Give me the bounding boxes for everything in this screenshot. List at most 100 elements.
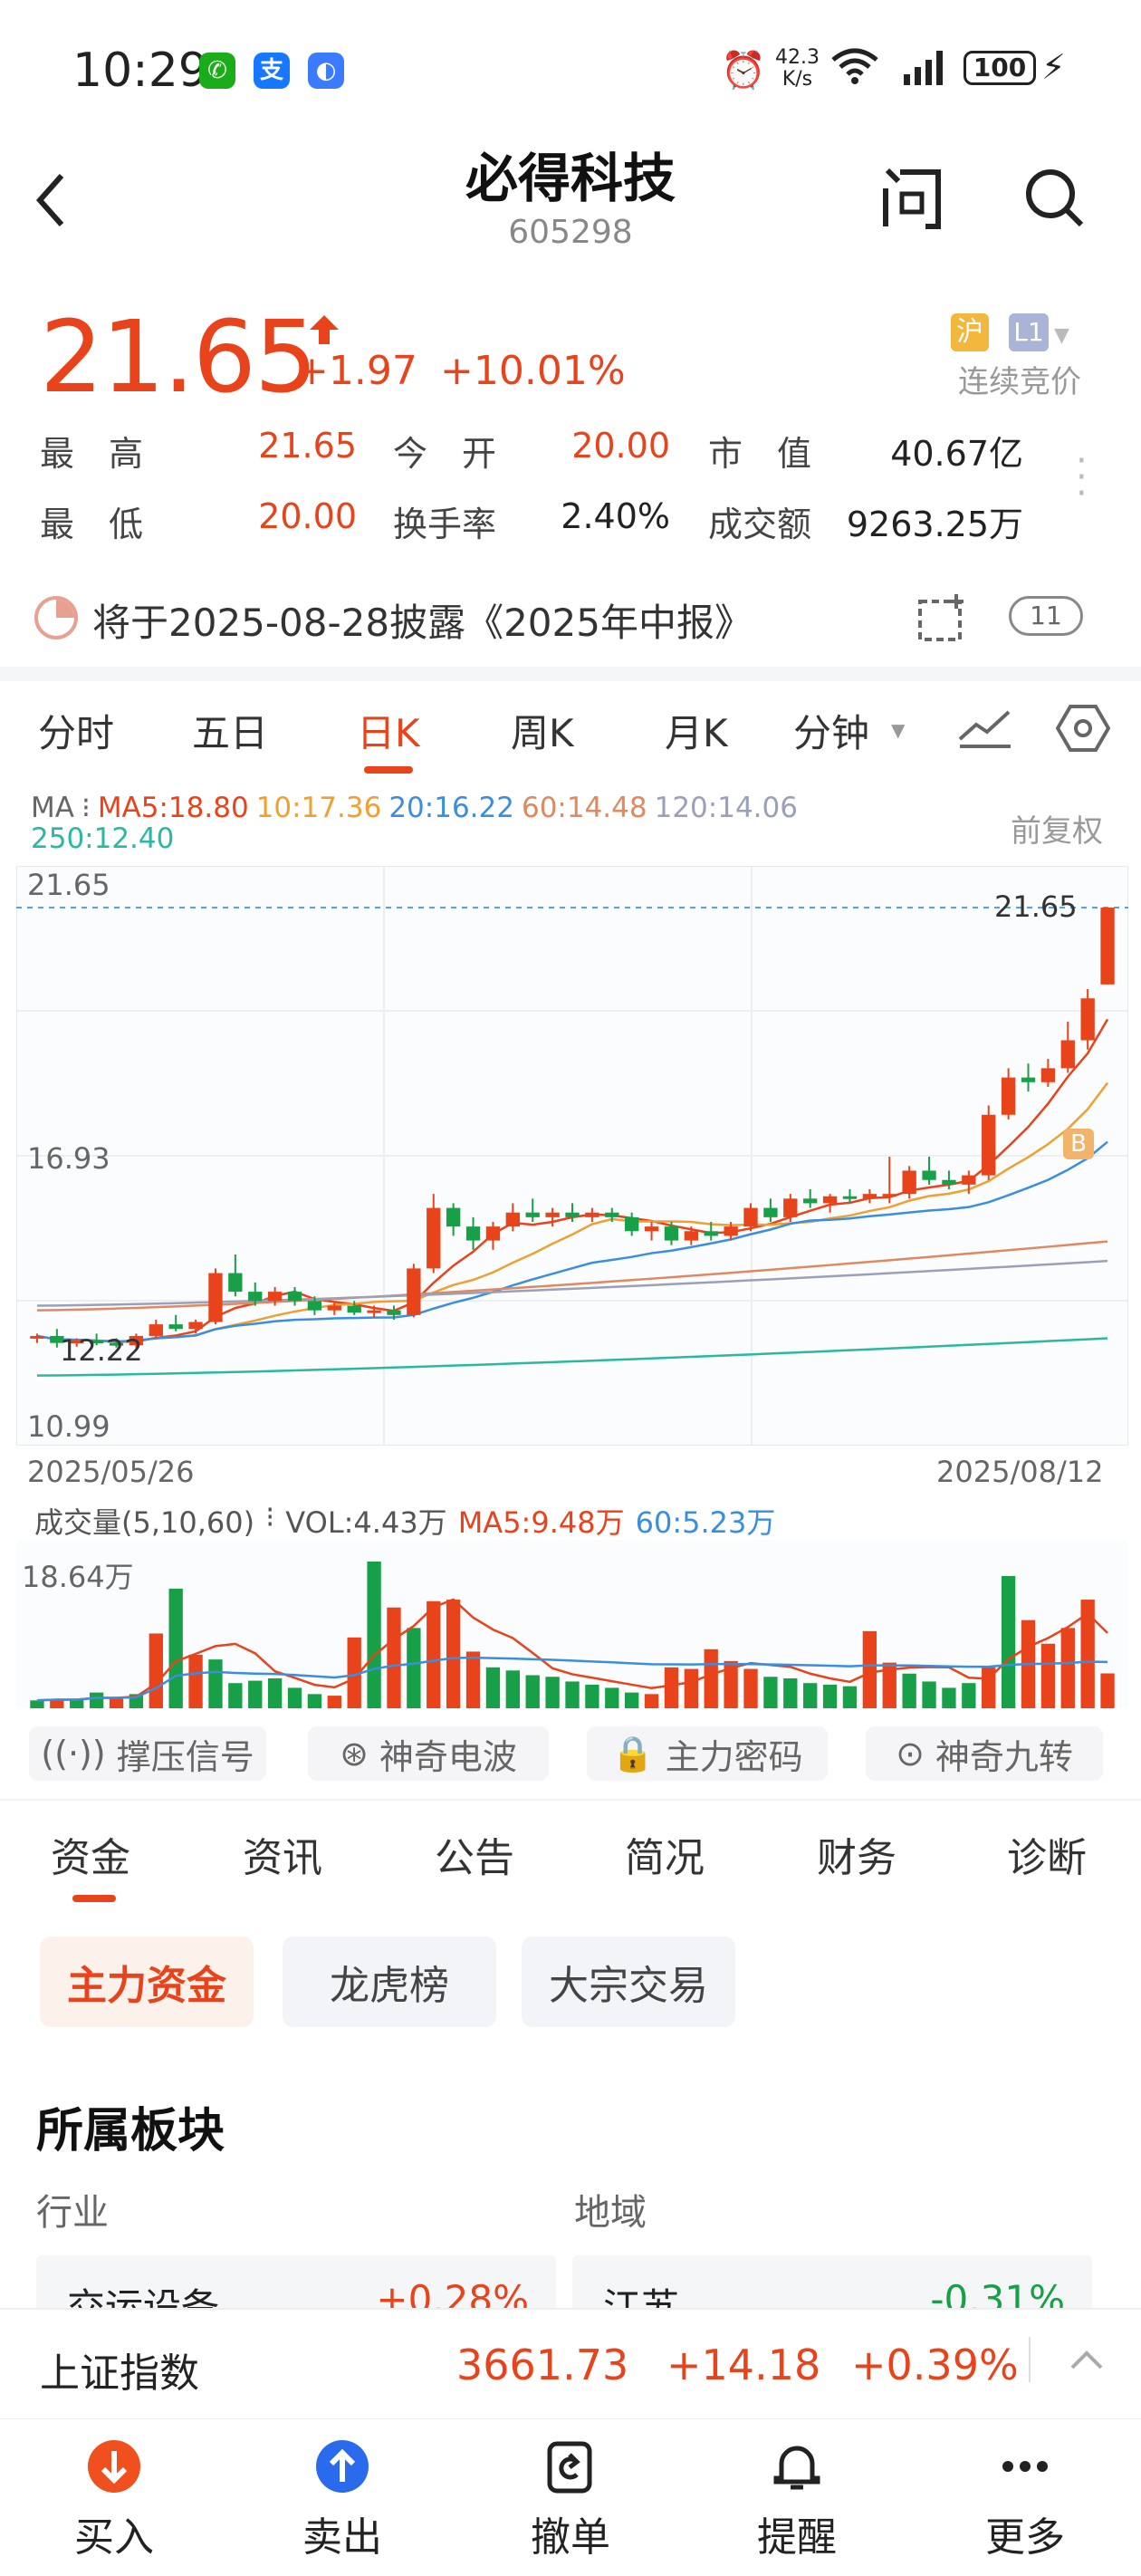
candle — [1001, 1077, 1016, 1115]
candle — [407, 1268, 421, 1315]
candle — [644, 1226, 659, 1232]
hexagon-settings-icon[interactable] — [1056, 703, 1110, 754]
adjust-mode-button[interactable]: 前复权 — [1011, 813, 1103, 850]
candle — [1040, 1068, 1056, 1082]
candle — [763, 1207, 778, 1217]
candle — [188, 1322, 203, 1330]
bell-icon — [768, 2437, 826, 2495]
chevron-down-icon[interactable]: ▼ — [891, 719, 906, 741]
tab-announcements[interactable]: 公告 — [435, 1835, 514, 1881]
candle — [585, 1212, 599, 1217]
support-resistance-signal-button[interactable]: ((·)) 撑压信号 — [29, 1726, 266, 1781]
dragon-tiger-list-pill[interactable]: 龙虎榜 — [283, 1937, 496, 2027]
volume-bar — [803, 1683, 818, 1708]
wave-icon: ⊛ — [340, 1734, 369, 1773]
level-badge[interactable]: L1 — [1009, 313, 1049, 351]
app-notification-icon: ◐ — [308, 53, 344, 89]
ma-item: MA5:18.80 — [97, 792, 249, 824]
date-start: 2025/05/26 — [27, 1455, 195, 1489]
wechat-icon: ✆ — [199, 53, 235, 89]
volume-bar — [545, 1677, 560, 1708]
tab-daily-k[interactable]: 日K — [357, 711, 420, 755]
quote-value: 20.00 — [258, 496, 357, 536]
ma-item: 250:12.40 — [31, 822, 175, 855]
magic-nine-turns-button[interactable]: ⊙ 神奇九转 — [866, 1726, 1103, 1781]
tab-news[interactable]: 资讯 — [243, 1835, 322, 1881]
candle — [962, 1175, 976, 1185]
volume-bar — [347, 1637, 361, 1708]
tab-profile[interactable]: 简况 — [625, 1835, 705, 1881]
volume-bar — [307, 1694, 322, 1708]
alipay-icon: 支 — [254, 53, 290, 89]
volume-bar — [882, 1662, 896, 1708]
volume-bar — [822, 1684, 838, 1708]
cancel-order-button[interactable]: 撤单 — [498, 2437, 643, 2562]
indicator-settings-icon[interactable] — [958, 706, 1012, 750]
candle — [902, 1170, 916, 1195]
search-icon[interactable] — [1023, 167, 1087, 234]
report-notice[interactable]: 将于2025-08-28披露《2025年中报》 11 — [33, 589, 1108, 647]
candle — [822, 1196, 838, 1204]
sell-button[interactable]: 卖出 — [270, 2437, 415, 2562]
candle — [565, 1212, 580, 1217]
candle — [743, 1207, 758, 1227]
back-button[interactable] — [33, 168, 69, 235]
tab-five-day[interactable]: 五日 — [192, 711, 269, 755]
tab-minute[interactable]: 分钟 — [793, 711, 870, 755]
candle — [783, 1198, 798, 1217]
alert-button[interactable]: 提醒 — [724, 2437, 869, 2562]
lock-icon: 🔒 — [611, 1733, 655, 1773]
volume-bar — [427, 1600, 441, 1708]
volume-legend: 成交量(5,10,60) ⁝ VOL:4.43万 MA5:9.48万 60:5.… — [34, 1500, 776, 1540]
add-calendar-icon[interactable] — [916, 592, 971, 643]
volume-bar — [446, 1600, 461, 1708]
more-dots-icon[interactable]: · · · — [1076, 440, 1088, 514]
main-funds-pill[interactable]: 主力资金 — [40, 1937, 254, 2027]
tab-funds[interactable]: 资金 — [51, 1835, 130, 1881]
tab-weekly-k[interactable]: 周K — [511, 711, 574, 755]
kline-chart[interactable] — [16, 866, 1128, 1446]
main-force-code-button[interactable]: 🔒 主力密码 — [587, 1726, 828, 1781]
tab-finance[interactable]: 财务 — [817, 1835, 896, 1881]
signal-icon: ((·)) — [41, 1734, 106, 1773]
volume-bar — [1100, 1673, 1115, 1708]
volume-bar — [1080, 1600, 1095, 1708]
notice-count-badge[interactable]: 11 — [1009, 596, 1083, 636]
divider — [1029, 2337, 1031, 2382]
index-change: +14.18 — [666, 2341, 821, 2389]
y-tick-top: 21.65 — [27, 868, 110, 902]
candle — [1060, 1040, 1075, 1069]
more-button[interactable]: 更多 — [953, 2437, 1098, 2562]
candle — [109, 1342, 124, 1346]
volume-chart[interactable] — [16, 1540, 1128, 1708]
buy-signal-badge[interactable]: B — [1063, 1129, 1094, 1159]
ma-item: 120:14.06 — [654, 792, 798, 824]
tab-intraday[interactable]: 分时 — [38, 711, 115, 755]
high-mark: 21.65 — [994, 889, 1078, 924]
volume-bar — [149, 1633, 163, 1708]
industry-label: 行业 — [36, 2192, 109, 2234]
ma-prefix: MA — [31, 792, 74, 824]
ask-button[interactable] — [878, 163, 947, 235]
volume-bar — [625, 1692, 639, 1708]
volume-bar — [327, 1696, 341, 1708]
chevron-down-icon[interactable]: ▼ — [1054, 324, 1069, 347]
tab-diagnosis[interactable]: 诊断 — [1007, 1835, 1087, 1881]
candle — [485, 1226, 501, 1241]
candle — [228, 1273, 243, 1293]
chevron-up-icon[interactable] — [1069, 2346, 1105, 2373]
volume-bar — [684, 1668, 699, 1708]
tab-monthly-k[interactable]: 月K — [665, 711, 728, 755]
candle — [842, 1196, 858, 1199]
stock-name: 必得科技 — [465, 148, 676, 209]
volume-bar — [743, 1668, 758, 1708]
buy-button[interactable]: 买入 — [42, 2437, 187, 2562]
candle — [427, 1207, 441, 1269]
volume-bar — [30, 1700, 44, 1708]
magic-wave-button[interactable]: ⊛ 神奇电波 — [308, 1726, 549, 1781]
clock: 10:29 — [72, 43, 208, 98]
block-trade-pill[interactable]: 大宗交易 — [522, 1937, 735, 2027]
cancel-order-icon — [542, 2437, 599, 2495]
index-ticker-bar[interactable]: 上证指数 3661.73 +14.18 +0.39% — [0, 2308, 1141, 2418]
battery-icon: 100 — [964, 51, 1036, 85]
